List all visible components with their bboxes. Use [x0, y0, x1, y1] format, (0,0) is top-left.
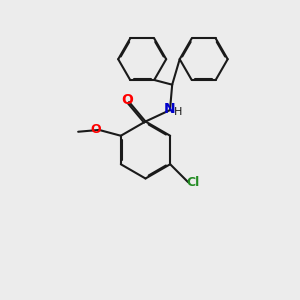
Text: O: O — [121, 94, 133, 107]
Text: O: O — [91, 123, 101, 136]
Text: Cl: Cl — [186, 176, 199, 189]
Text: H: H — [174, 106, 183, 117]
Text: N: N — [164, 102, 176, 116]
